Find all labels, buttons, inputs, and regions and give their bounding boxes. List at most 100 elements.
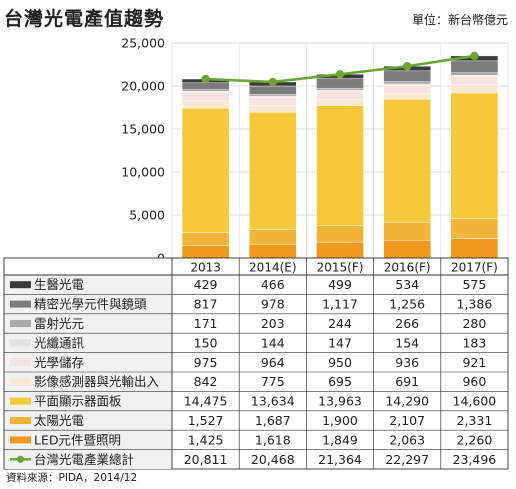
- legend-swatch: [10, 417, 31, 424]
- bar-segment: [181, 92, 230, 102]
- data-value: 978: [261, 297, 285, 312]
- data-value: 203: [261, 316, 285, 331]
- data-value: 842: [194, 374, 218, 389]
- data-value: 1,425: [188, 432, 224, 447]
- data-value: 2,331: [457, 413, 493, 428]
- category-label: 2014(E): [249, 261, 296, 275]
- total-point: [403, 62, 412, 71]
- series-name: 台灣光電產業總計: [34, 452, 134, 467]
- total-point: [268, 77, 277, 87]
- bar-segment: [383, 240, 431, 259]
- bar-segment: [181, 245, 230, 259]
- bar-segment: [450, 72, 499, 76]
- bar-segment: [249, 229, 297, 245]
- total-point: [470, 51, 479, 61]
- chart-title: 台灣光電產值趨勢: [4, 8, 165, 30]
- category-label: 2013: [190, 261, 221, 275]
- bar-segment: [450, 76, 499, 85]
- data-value: 154: [395, 335, 419, 350]
- data-value: 2,107: [389, 413, 425, 428]
- data-value: 1,687: [255, 413, 291, 428]
- bar-segment: [383, 70, 431, 82]
- legend-swatch: [10, 339, 31, 347]
- y-tick-label: 5,000: [129, 208, 165, 223]
- data-value: 13,634: [251, 394, 295, 409]
- bar-segment: [316, 105, 364, 226]
- unit-label: 單位：新台幣億元: [411, 13, 508, 27]
- y-tick-label: 20,000: [121, 79, 165, 94]
- data-value: 575: [462, 277, 486, 292]
- bar-segment: [383, 221, 431, 241]
- data-value: 150: [194, 335, 218, 350]
- data-value: 22,297: [385, 452, 429, 467]
- data-value: 936: [395, 355, 419, 370]
- bar-segment: [181, 232, 230, 246]
- bar-segment: [450, 84, 499, 94]
- data-value: 23,496: [453, 452, 497, 467]
- bar-segment: [249, 94, 297, 97]
- data-value: 13,963: [318, 394, 362, 409]
- data-value: 244: [328, 316, 352, 331]
- legend-swatch: [10, 358, 31, 366]
- series-name: 平面顯示器面板: [34, 394, 122, 409]
- data-value: 14,600: [453, 394, 497, 409]
- bar-segment: [450, 238, 499, 259]
- bar-segment: [316, 78, 364, 89]
- bar-segment: [181, 100, 230, 109]
- y-tick-label: 25,000: [121, 36, 165, 51]
- data-value: 21,364: [318, 452, 362, 467]
- bar-segment: [316, 91, 364, 100]
- data-value: 691: [395, 374, 419, 389]
- series-name: 精密光學元件與鏡頭: [34, 297, 147, 312]
- data-value: 1,386: [457, 297, 493, 312]
- data-value: 266: [395, 316, 419, 331]
- data-value: 964: [261, 355, 285, 370]
- bar-segment: [316, 99, 364, 106]
- legend-swatch: [10, 436, 31, 444]
- total-point: [335, 70, 345, 79]
- series-name: 雷射光元: [34, 316, 84, 331]
- bar-segment: [181, 89, 230, 92]
- y-tick-label: 10,000: [121, 165, 165, 180]
- data-value: 921: [462, 355, 486, 370]
- series-name: 太陽光電: [34, 413, 85, 428]
- data-value: 499: [328, 277, 352, 292]
- data-value: 14,290: [385, 394, 429, 409]
- bar-segment: [249, 85, 297, 95]
- data-value: 171: [194, 316, 218, 331]
- bar-segment: [383, 81, 431, 85]
- data-value: 534: [395, 277, 419, 292]
- bar-segment: [383, 93, 431, 100]
- data-value: 429: [194, 277, 218, 292]
- bar-segment: [450, 60, 499, 73]
- series-name: 光學儲存: [34, 355, 84, 370]
- data-value: 144: [261, 335, 285, 350]
- data-value: 14,475: [184, 394, 228, 409]
- bar-segment: [249, 243, 297, 259]
- data-value: 466: [261, 277, 285, 292]
- bar-segment: [450, 75, 499, 77]
- bar-segment: [316, 241, 364, 259]
- legend-swatch: [10, 320, 31, 327]
- bar-segment: [383, 85, 431, 94]
- y-tick-label: 15,000: [121, 122, 165, 137]
- data-value: 2,063: [389, 432, 425, 447]
- category-label: 2017(F): [451, 261, 498, 275]
- legend-swatch: [10, 300, 31, 308]
- data-value: 975: [194, 355, 218, 370]
- data-value: 775: [261, 374, 285, 389]
- data-value: 695: [328, 374, 352, 389]
- bar-segment: [316, 87, 364, 91]
- category-label: 2016(F): [384, 261, 431, 275]
- stacked-bar-chart: 05,00010,00015,00020,00025,00020132014(E…: [3, 36, 509, 470]
- bar-segment: [383, 99, 431, 223]
- bar-segment: [316, 225, 364, 243]
- bar-segment: [181, 82, 230, 90]
- legend-swatch: [10, 397, 31, 405]
- bar-segment: [249, 105, 297, 113]
- bar-segment: [249, 97, 297, 106]
- series-name: 生醫光電: [34, 277, 85, 292]
- bar-segment: [181, 107, 230, 233]
- data-value: 183: [462, 335, 486, 350]
